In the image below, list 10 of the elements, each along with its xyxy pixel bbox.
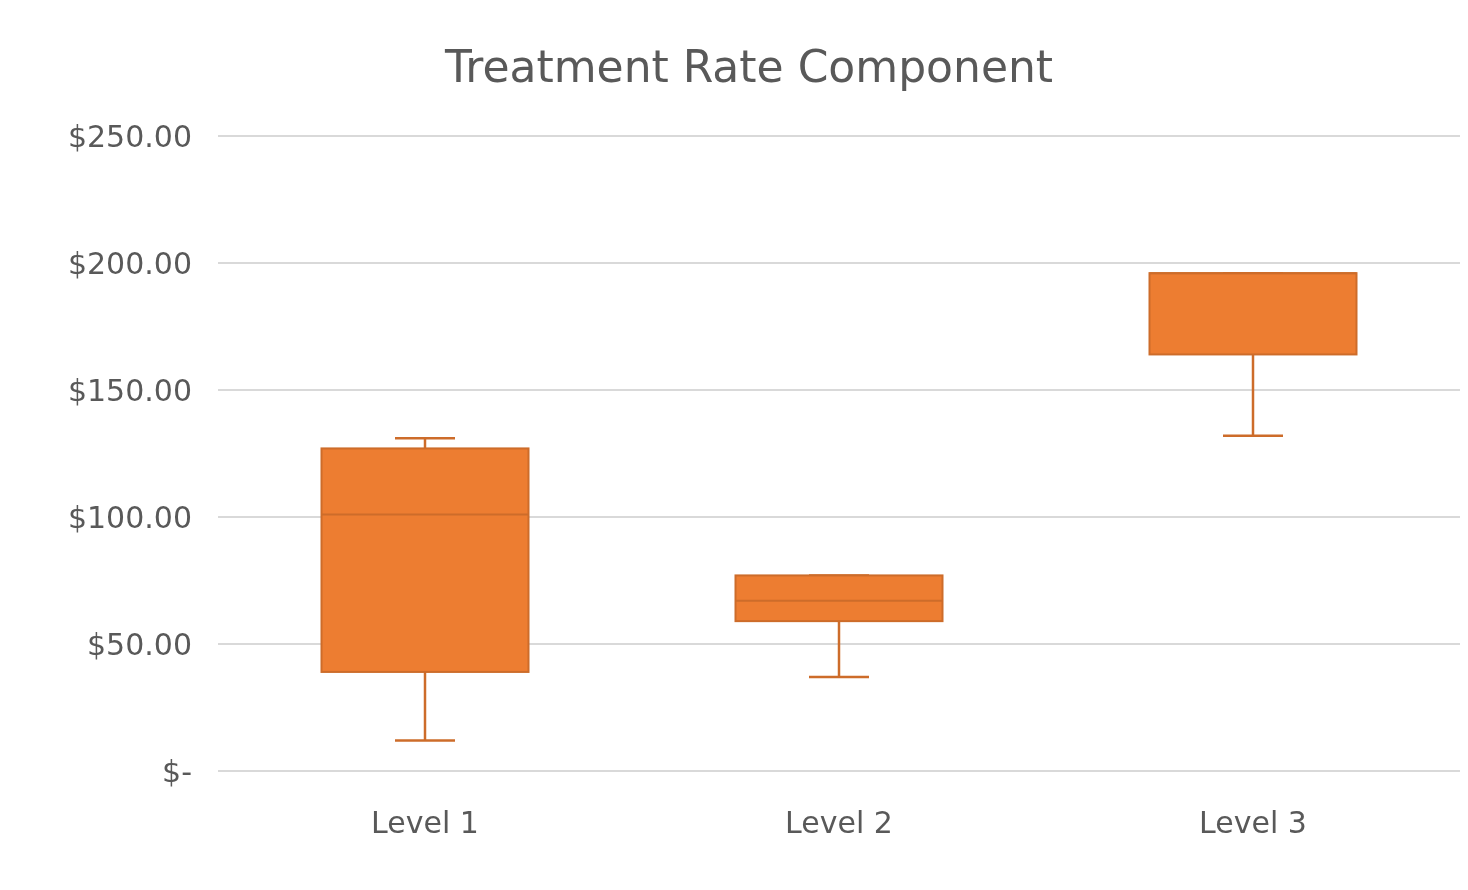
x-tick-label: Level 2	[785, 805, 893, 840]
y-tick-label: $100.00	[67, 499, 192, 535]
y-tick-label: $250.00	[67, 118, 192, 154]
y-tick-label: $-	[162, 753, 192, 789]
y-tick-label: $150.00	[67, 372, 192, 408]
x-tick-label: Level 1	[371, 805, 479, 840]
y-tick-label: $200.00	[67, 245, 192, 281]
chart-title: Treatment Rate Component	[443, 41, 1054, 92]
x-tick-label: Level 3	[1199, 805, 1307, 840]
y-tick-label: $50.00	[87, 626, 192, 662]
